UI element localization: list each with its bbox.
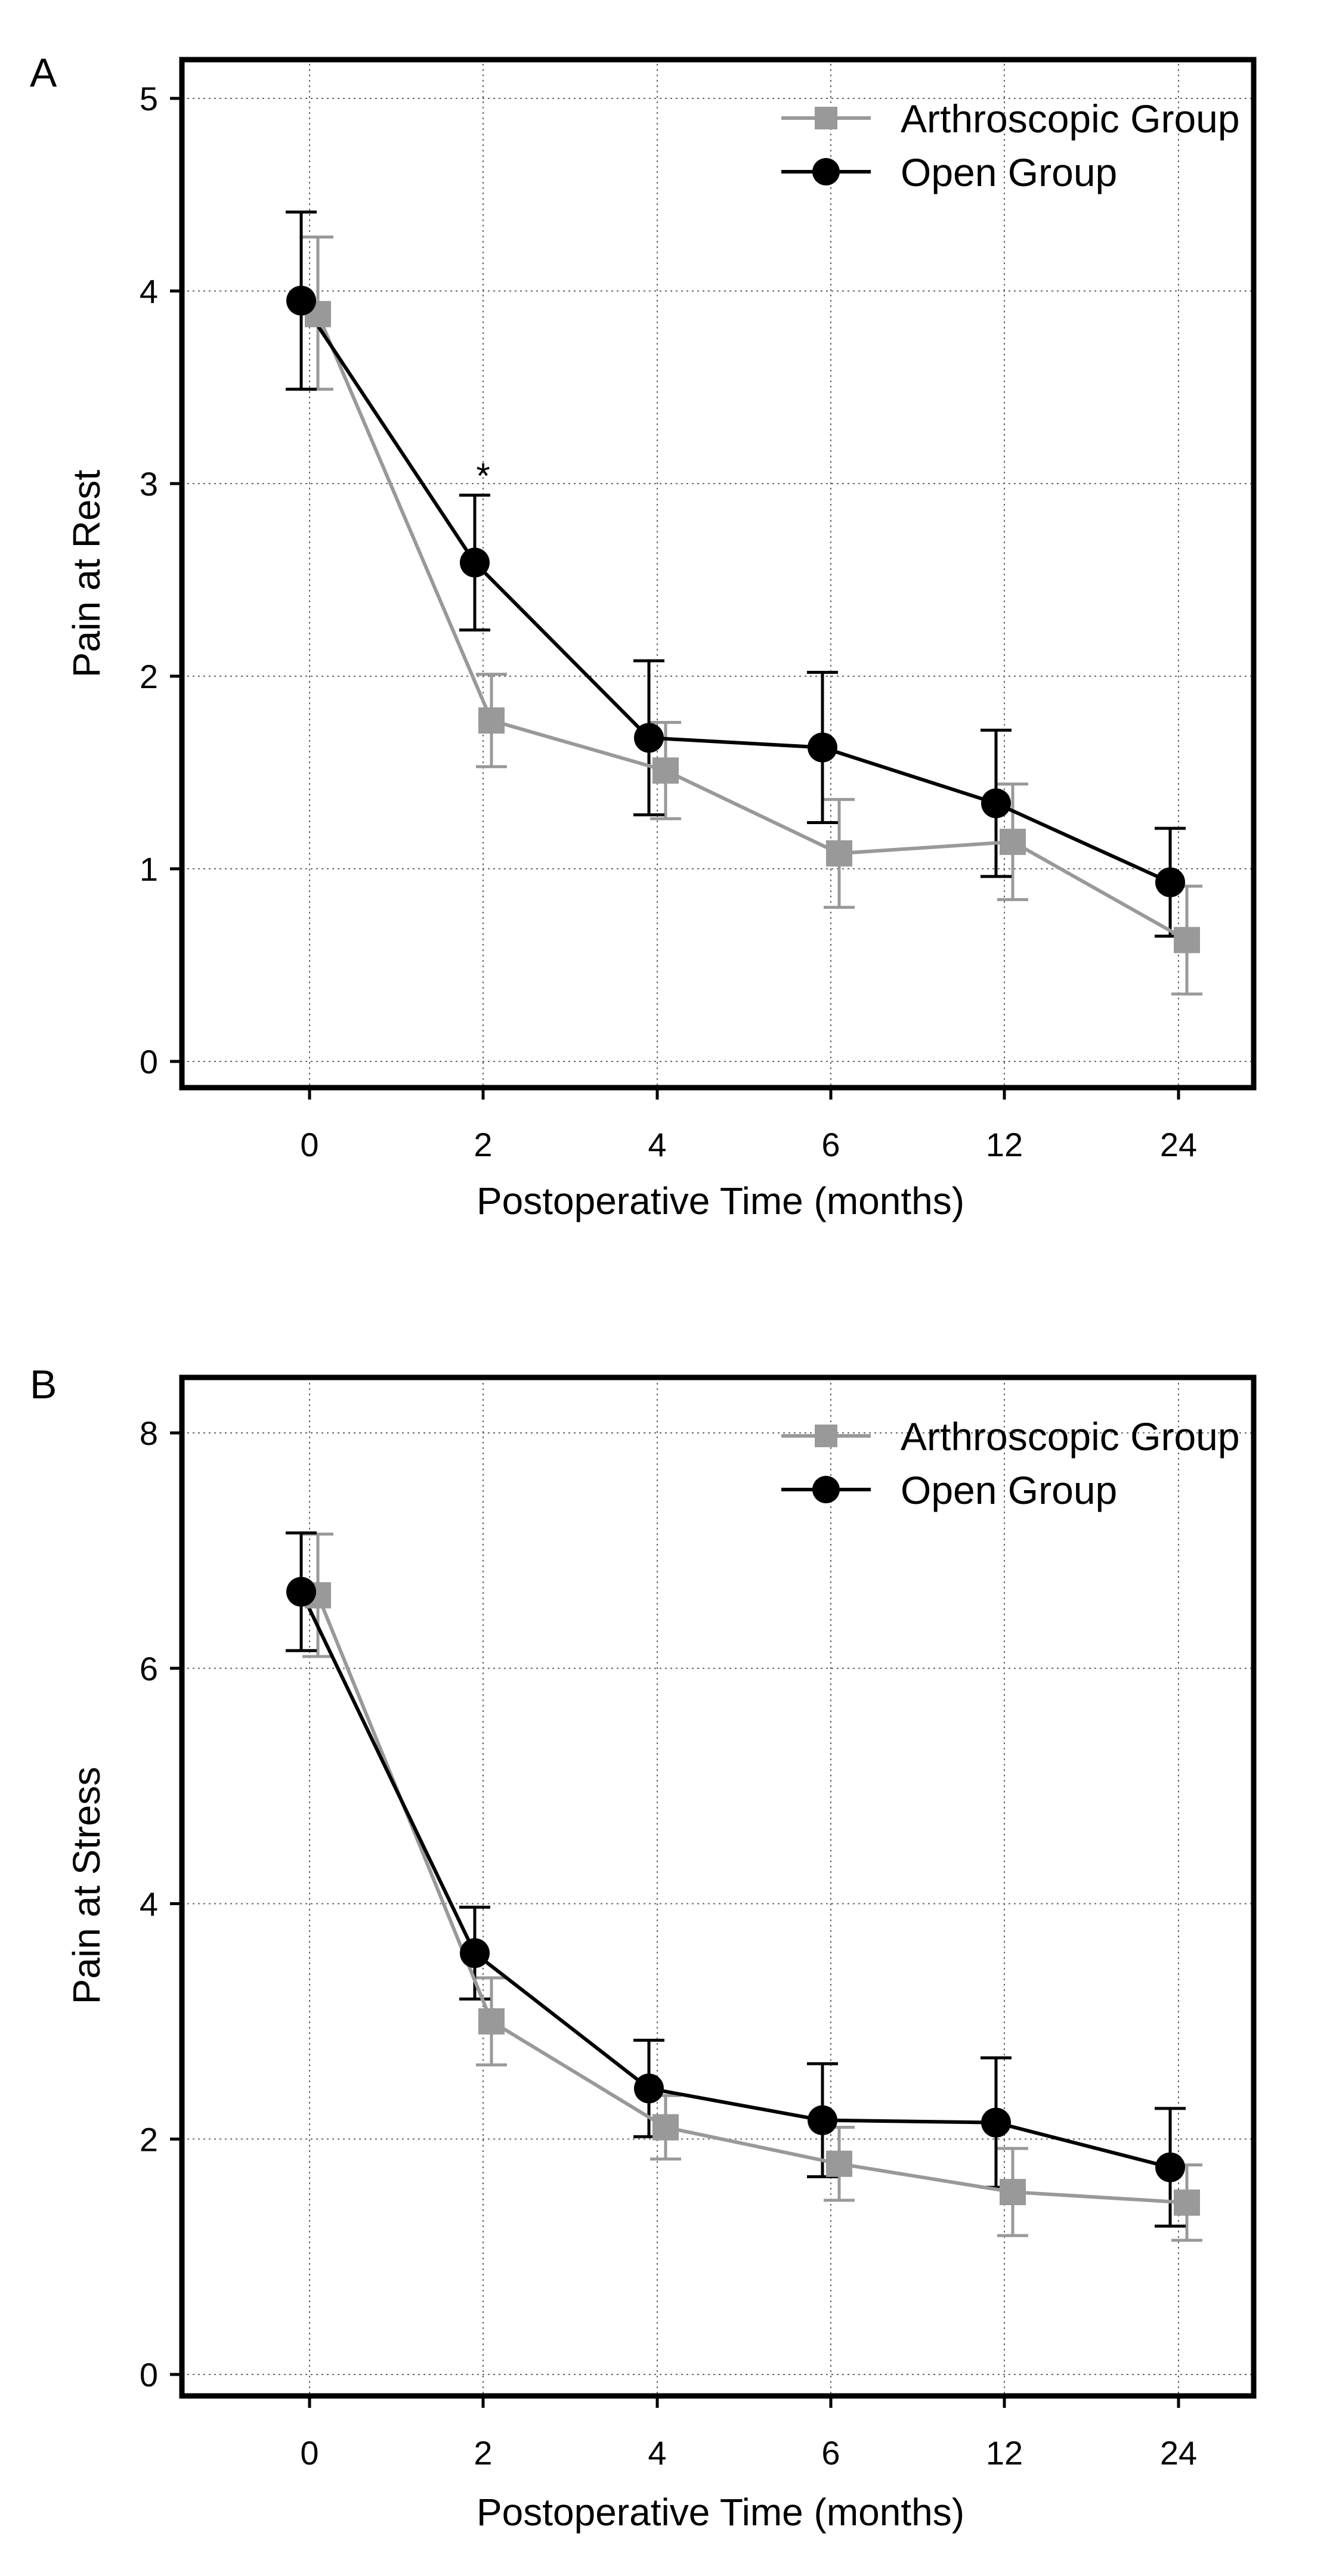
data-point-open-group <box>1155 867 1185 897</box>
x-tick-label: 0 <box>300 1126 318 1163</box>
panel-a-annotations: * <box>476 456 490 496</box>
x-tick-label: 24 <box>1160 1126 1197 1163</box>
panel-b-legend: Arthroscopic Group Open Group <box>781 1414 1240 1512</box>
panel-a-y-axis-label: Pain at Rest <box>65 469 108 677</box>
legend-entry-arthroscopic: Arthroscopic Group <box>781 1414 1240 1459</box>
panel-b-markers <box>286 1577 1200 2216</box>
legend-marker-square <box>815 1425 837 1447</box>
data-point-open-group <box>460 547 490 578</box>
x-tick-label: 6 <box>821 1126 840 1163</box>
y-tick-label: 5 <box>140 80 158 117</box>
panel-a-y-ticks: 0 1 2 3 4 5 <box>140 80 182 1080</box>
data-point-arthroscopic-group <box>826 840 852 867</box>
y-tick-label: 1 <box>140 850 158 888</box>
significance-marker: * <box>476 456 490 496</box>
data-point-arthroscopic-group <box>1000 828 1026 855</box>
panel-b-x-axis-label: Postoperative Time (months) <box>477 2491 964 2534</box>
data-point-arthroscopic-group <box>652 757 679 784</box>
panel-a-x-axis-label: Postoperative Time (months) <box>477 1179 964 1222</box>
panel-a-letter: A <box>30 50 57 95</box>
legend-marker-square <box>815 107 837 129</box>
y-tick-label: 4 <box>140 273 158 310</box>
panel-b-gridlines <box>182 1380 1254 2394</box>
data-point-arthroscopic-group <box>1174 2189 1200 2216</box>
data-point-open-group <box>460 1938 490 1968</box>
series-line-arthroscopic-group <box>316 313 1188 942</box>
legend-label-open: Open Group <box>901 150 1117 194</box>
legend-entry-open: Open Group <box>781 1468 1117 1512</box>
panel-a-lines <box>299 299 1188 942</box>
x-tick-label: 2 <box>474 2434 492 2472</box>
panel-b-plot-frame <box>179 1374 1257 2399</box>
y-tick-label: 4 <box>140 1885 158 1923</box>
y-tick-label: 2 <box>140 658 158 695</box>
data-point-arthroscopic-group <box>652 2114 679 2141</box>
x-tick-label: 12 <box>986 2434 1023 2472</box>
panel-b-letter: B <box>30 1362 57 1407</box>
y-tick-label: 0 <box>140 1043 158 1080</box>
panel-a-plot-frame <box>179 57 1257 1091</box>
x-tick-label: 12 <box>986 1126 1023 1163</box>
x-tick-label: 2 <box>474 1126 492 1163</box>
y-tick-label: 2 <box>140 2120 158 2158</box>
x-tick-label: 24 <box>1160 2434 1197 2472</box>
panel-a-gridlines <box>182 62 1254 1085</box>
legend-entry-open: Open Group <box>781 150 1117 194</box>
x-tick-label: 6 <box>821 2434 840 2472</box>
y-tick-label: 3 <box>140 465 158 503</box>
data-point-open-group <box>634 2073 664 2104</box>
data-point-arthroscopic-group <box>826 2150 852 2177</box>
legend-label-arthroscopic: Arthroscopic Group <box>901 1414 1240 1459</box>
y-tick-label: 6 <box>140 1650 158 1688</box>
data-point-open-group <box>634 723 664 753</box>
legend-marker-circle <box>812 158 840 185</box>
data-point-arthroscopic-group <box>478 707 505 734</box>
series-line-open-group <box>299 1591 1171 2169</box>
x-tick-label: 4 <box>648 2434 666 2472</box>
y-tick-label: 8 <box>140 1414 158 1452</box>
legend-label-open: Open Group <box>901 1468 1117 1512</box>
y-tick-label: 0 <box>140 2356 158 2394</box>
data-point-arthroscopic-group <box>478 2008 505 2035</box>
data-point-open-group <box>808 732 837 763</box>
legend-marker-circle <box>812 1476 840 1503</box>
panel-b-y-ticks: 0 2 4 6 8 <box>140 1414 182 2394</box>
panel-b-y-axis-label: Pain at Stress <box>65 1767 108 2004</box>
data-point-arthroscopic-group <box>1174 927 1200 953</box>
panel-b-error-bars <box>286 1531 1202 2242</box>
data-point-open-group <box>286 1577 316 1607</box>
series-line-open-group <box>299 299 1171 884</box>
data-point-open-group <box>286 286 316 316</box>
data-point-open-group <box>808 2105 837 2135</box>
data-point-open-group <box>981 2107 1011 2138</box>
panel-a-legend: Arthroscopic Group Open Group <box>781 97 1240 194</box>
data-point-open-group <box>1155 2152 1185 2182</box>
x-tick-label: 4 <box>648 1126 666 1163</box>
x-tick-label: 0 <box>300 2434 318 2472</box>
data-point-open-group <box>981 788 1011 819</box>
panel-a-x-ticks: 0 2 4 6 12 24 <box>300 1088 1197 1163</box>
data-point-arthroscopic-group <box>1000 2179 1026 2206</box>
panel-b-lines <box>299 1591 1187 2205</box>
panel-a-error-bars <box>286 210 1202 996</box>
panel-a-markers <box>286 286 1200 953</box>
legend-entry-arthroscopic: Arthroscopic Group <box>781 97 1240 141</box>
panel-b-x-ticks: 0 2 4 6 12 24 <box>300 2396 1197 2472</box>
legend-label-arthroscopic: Arthroscopic Group <box>901 97 1240 141</box>
